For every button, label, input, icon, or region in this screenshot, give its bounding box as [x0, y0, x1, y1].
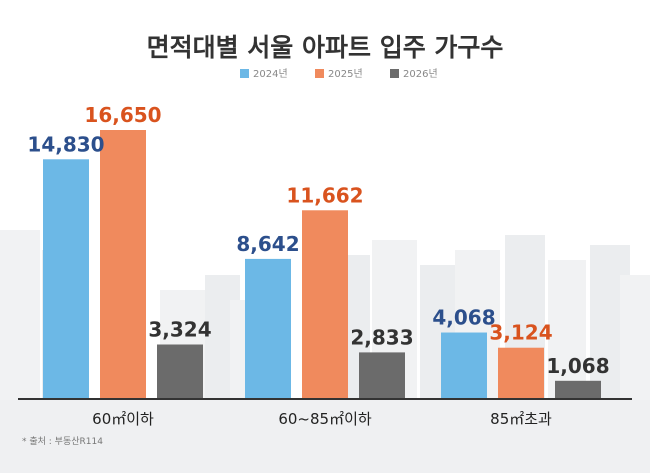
- legend-swatch: [315, 69, 324, 78]
- category-label: 60~85㎡이하: [278, 410, 372, 428]
- legend-label: 2025년: [328, 68, 363, 80]
- background-building: [548, 260, 586, 400]
- bar: [555, 380, 601, 398]
- legend-swatch: [390, 69, 399, 78]
- ground-band: [0, 400, 650, 473]
- bar: [498, 347, 544, 398]
- legend-label: 2024년: [253, 68, 288, 80]
- value-labels: 14,830 16,650 3,324 8,642 11,662 2,833 4,0683,…: [27, 103, 609, 378]
- bar: [302, 210, 348, 398]
- category-label: 85㎡초과: [490, 410, 552, 428]
- bar: [245, 258, 291, 398]
- data-label: 1,068: [546, 354, 609, 378]
- legend-label: 2026년: [403, 68, 438, 80]
- bar: [441, 332, 487, 398]
- bar: [100, 130, 146, 398]
- background-building: [620, 275, 650, 400]
- data-label: 8,642: [236, 232, 299, 256]
- data-label: 4,068: [432, 306, 495, 330]
- chart-title: 면적대별 서울 아파트 입주 가구수: [147, 33, 504, 62]
- source-note: * 출처 : 부동산R114: [22, 435, 103, 447]
- data-label: 16,650: [84, 103, 161, 127]
- legend-swatch: [240, 69, 249, 78]
- legend: 2024년 2025년 2026년: [240, 68, 438, 80]
- data-label: 11,662: [286, 183, 363, 207]
- bar: [359, 352, 405, 398]
- data-label: 3,124: [489, 321, 552, 345]
- category-label: 60㎡이하: [92, 410, 154, 428]
- data-label: 2,833: [350, 325, 413, 349]
- data-label: 14,830: [27, 132, 104, 156]
- background-building: [0, 230, 40, 400]
- bars: [43, 130, 601, 398]
- bar: [157, 344, 203, 398]
- data-label: 3,324: [148, 317, 211, 341]
- bar: [43, 159, 89, 398]
- category-labels: 60㎡이하 60~85㎡이하 85㎡초과: [92, 410, 552, 428]
